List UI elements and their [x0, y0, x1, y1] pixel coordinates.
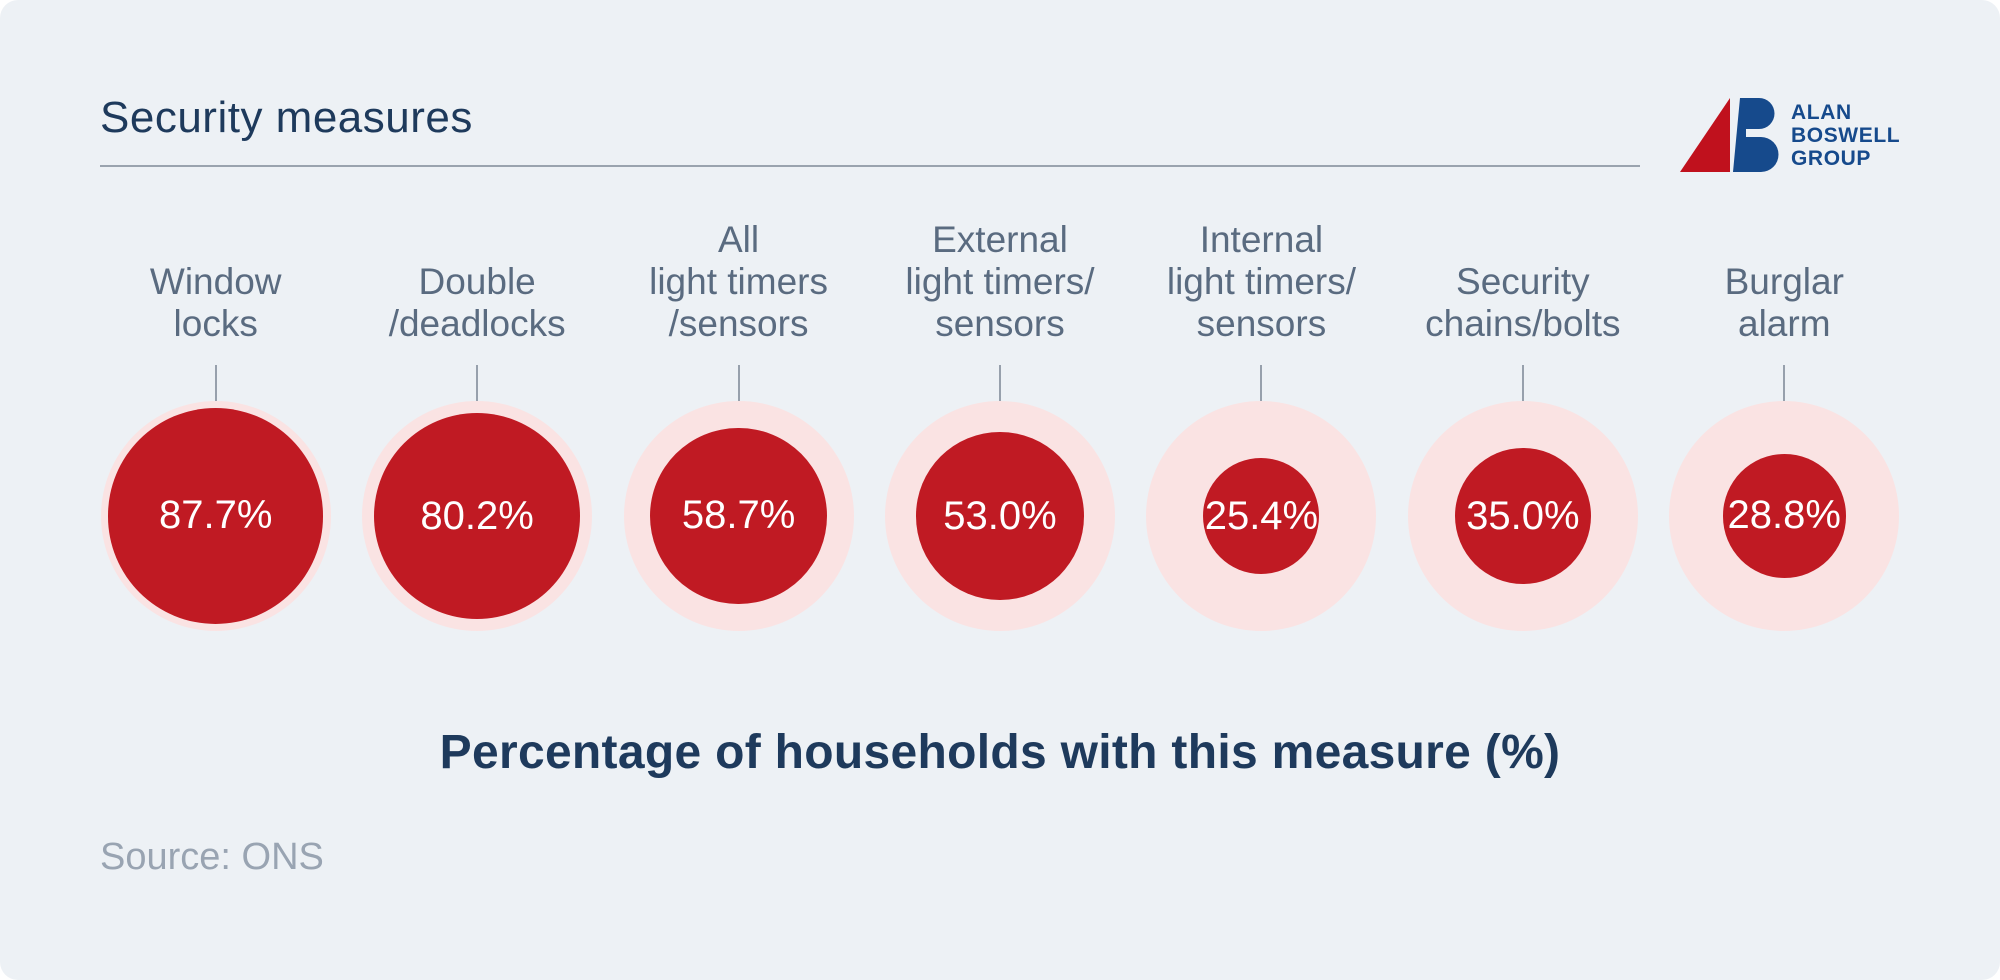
connector-line: [998, 365, 1001, 401]
connector-line: [1521, 365, 1524, 401]
bubble-column: Security chains/bolts 35.0%: [1392, 185, 1653, 631]
bubble-halo: 53.0%: [884, 401, 1115, 631]
bubble-value-label: 28.8%: [1727, 493, 1841, 538]
bubble-value-label: 80.2%: [420, 493, 534, 538]
value-bubble: 80.2%: [374, 413, 581, 619]
connector-line: [476, 365, 479, 401]
source-note: Source: ONS: [100, 836, 324, 878]
bubble-column: All light timers /sensors 58.7%: [608, 185, 869, 631]
bubble-value-label: 87.7%: [158, 493, 273, 538]
bubble-column: Window locks 87.7%: [85, 185, 346, 631]
bubble-column: Burglar alarm 28.8%: [1654, 185, 1915, 631]
category-label: Burglar alarm: [1724, 261, 1844, 344]
category-label: Internal light timers/ sensors: [1166, 219, 1356, 344]
alan-boswell-logo-icon: [1680, 98, 1779, 172]
x-axis-label: Percentage of households with this measu…: [439, 726, 1561, 779]
bubble-column: Internal light timers/ sensors 25.4%: [1131, 185, 1392, 631]
category-label: Window locks: [149, 261, 282, 344]
category-label: External light timers/ sensors: [905, 219, 1095, 344]
company-logo-text: ALAN BOSWELL GROUP: [1791, 101, 1900, 170]
connector-line: [214, 365, 217, 401]
bubble-halo: 58.7%: [623, 401, 854, 631]
bubble-column: Double /deadlocks 80.2%: [346, 185, 607, 631]
title-divider: [100, 165, 1640, 167]
bubble-column: External light timers/ sensors 53.0%: [869, 185, 1130, 631]
connector-line: [1260, 365, 1263, 401]
value-bubble: 58.7%: [650, 427, 827, 605]
bubble-halo: 87.7%: [100, 401, 331, 631]
value-bubble: 53.0%: [916, 432, 1084, 600]
category-label: Security chains/bolts: [1425, 261, 1621, 344]
bubble-value-label: 53.0%: [943, 493, 1057, 538]
chart-title: Security measures: [100, 93, 473, 142]
logo-line-1: ALAN: [1791, 100, 1852, 124]
bubble-halo: 28.8%: [1669, 401, 1900, 631]
connector-line: [1783, 365, 1786, 401]
company-logo: ALAN BOSWELL GROUP: [1680, 98, 1900, 172]
connector-line: [737, 365, 740, 401]
logo-line-2: BOSWELL: [1791, 123, 1901, 147]
value-bubble: 35.0%: [1454, 447, 1591, 585]
bubble-halo: 35.0%: [1407, 401, 1638, 631]
bubble-chart: Window locks 87.7% Double /deadlocks 80.…: [85, 185, 1915, 631]
bubble-halo: 80.2%: [362, 401, 593, 631]
category-label: All light timers /sensors: [649, 219, 828, 344]
bubble-value-label: 35.0%: [1466, 493, 1580, 538]
value-bubble: 25.4%: [1203, 458, 1320, 574]
value-bubble: 87.7%: [108, 408, 324, 624]
logo-line-3: GROUP: [1791, 146, 1872, 170]
bubble-halo: 25.4%: [1146, 401, 1377, 631]
value-bubble: 28.8%: [1722, 454, 1846, 578]
category-label: Double /deadlocks: [388, 261, 566, 344]
bubble-value-label: 58.7%: [681, 493, 796, 538]
bubble-value-label: 25.4%: [1204, 493, 1319, 538]
